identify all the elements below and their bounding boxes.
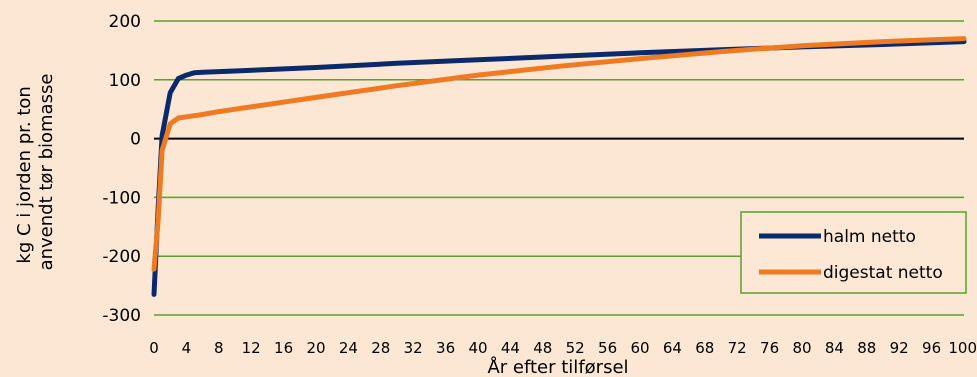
x-tick-label: 24 [339,339,358,357]
x-tick-label: 32 [404,339,423,357]
y-tick-label: -300 [102,306,141,326]
y-axis-ticks: 200 100 0 -100 -200 -300 [102,12,141,326]
x-tick-label: 48 [533,339,552,357]
x-tick-label: 20 [306,339,325,357]
x-axis-ticks: 0 4 8 12 16 20 24 28 32 36 40 44 48 52 56 60 64 68 72 76 80 8… [149,339,977,357]
y-tick-label: 200 [109,12,141,32]
x-tick-label: 4 [182,339,192,357]
x-tick-label: 52 [566,339,585,357]
x-tick-label: 84 [825,339,844,357]
x-tick-label: 88 [857,339,876,357]
x-tick-label: 16 [274,339,293,357]
y-tick-label: -100 [102,188,141,208]
x-tick-label: 68 [695,339,714,357]
x-tick-label: 92 [890,339,909,357]
series-line-digestat [151,36,967,272]
x-tick-label: 28 [371,339,390,357]
x-tick-label: 100 [948,339,977,357]
y-axis-title-line-2: anvendt tør biomasse [36,74,57,271]
y-tick-label: 100 [109,71,141,91]
x-tick-label: 76 [760,339,779,357]
x-tick-label: 44 [501,339,520,357]
x-axis-title: År efter tilførsel [487,356,628,377]
x-tick-label: 64 [663,339,682,357]
x-tick-label: 80 [792,339,811,357]
x-tick-label: 40 [468,339,487,357]
y-tick-label: 0 [130,130,141,150]
series-lines [151,36,967,297]
x-tick-label: 72 [728,339,747,357]
legend-label-digestat: digestat netto [823,263,943,283]
legend-label-halm: halm netto [823,227,916,247]
legend: halm netto digestat netto [740,211,967,294]
x-tick-label: 12 [242,339,261,357]
y-tick-label: -200 [102,247,141,267]
x-tick-label: 56 [598,339,617,357]
y-axis-title-line-1: kg C i jorden pr. ton [14,86,35,263]
legend-box [740,211,967,294]
x-tick-label: 8 [214,339,224,357]
x-tick-label: 0 [149,339,159,357]
x-tick-label: 36 [436,339,455,357]
x-tick-label: 96 [922,339,941,357]
x-tick-label: 60 [630,339,649,357]
gridlines [154,20,964,316]
y-axis-title: kg C i jorden pr. ton anvendt tør biomas… [14,74,57,271]
